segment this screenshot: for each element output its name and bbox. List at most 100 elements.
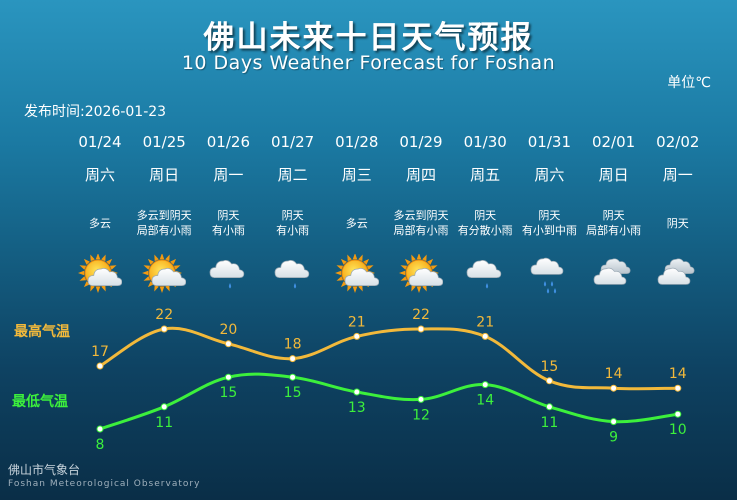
day-description: 多云 <box>64 206 136 240</box>
low-temp-point <box>674 410 682 418</box>
description-line: 局部有小雨 <box>393 224 449 237</box>
low-temp-value: 11 <box>155 415 173 431</box>
low-temp-value: 11 <box>540 415 558 431</box>
high-temp-point <box>96 362 104 370</box>
day-weekday: 周五 <box>470 166 501 184</box>
low-temp-value: 13 <box>348 400 366 416</box>
low-temp-value: 8 <box>96 437 105 453</box>
low-temp-value: 12 <box>412 407 430 423</box>
day-date: 01/31 <box>527 133 571 151</box>
description-line: 多云 <box>345 216 368 230</box>
release-time: 发布时间:2026-01-23 <box>24 101 166 121</box>
description-line: 阴天 <box>602 209 625 222</box>
day-weekday: 周六 <box>534 166 565 184</box>
high-temp-value: 20 <box>219 322 237 338</box>
description-line: 多云到阴天 <box>393 209 449 222</box>
low-temp-point <box>289 373 297 381</box>
day-weekday: 周日 <box>598 166 629 184</box>
day-weekday: 周四 <box>405 166 436 184</box>
low-temp-point <box>353 388 361 396</box>
day-date: 01/29 <box>399 133 443 151</box>
high-temp-point <box>610 384 618 392</box>
low-temp-value: 14 <box>476 393 494 409</box>
description-line: 多云 <box>89 216 111 230</box>
low-temp-point <box>417 395 425 403</box>
day-weekday: 周一 <box>213 166 244 184</box>
high-temp-point <box>674 384 682 392</box>
day-description: 阴天 有小到中雨 <box>513 206 585 240</box>
light-rain-icon <box>192 254 264 298</box>
page-title: 佛山未来十日天气预报 <box>203 20 534 56</box>
high-temp-value: 22 <box>412 307 430 323</box>
high-temp-value: 21 <box>348 314 366 330</box>
low-temp-point <box>224 373 232 381</box>
low-temp-line <box>99 372 678 431</box>
low-temp-point <box>160 403 168 411</box>
partly-cloudy-sun-icon <box>385 254 457 298</box>
description-line: 阴天 <box>281 209 304 222</box>
release-date: 2026-01-23 <box>84 104 167 120</box>
day-weekday: 周三 <box>341 166 372 184</box>
partly-cloudy-sun-icon <box>321 254 393 298</box>
organization-name-en: Foshan Meteorological Observatory <box>8 479 201 489</box>
day-date: 01/26 <box>206 133 250 151</box>
day-weekday: 周日 <box>149 166 180 184</box>
high-temp-point <box>289 355 297 363</box>
description-line: 多云到阴天 <box>136 209 192 222</box>
moderate-rain-icon <box>513 254 585 298</box>
high-temp-value: 15 <box>540 359 558 375</box>
low-temp-point <box>545 403 553 411</box>
high-temp-line <box>99 326 678 391</box>
light-rain-icon <box>257 254 329 298</box>
day-description: 阴天 有小雨 <box>192 206 264 240</box>
low-temp-point <box>481 381 489 389</box>
legend-high: 最高气温 <box>14 324 70 340</box>
overcast-icon <box>642 254 714 298</box>
description-line: 有小到中雨 <box>521 224 577 237</box>
low-temp-value: 15 <box>219 385 237 401</box>
day-description: 阴天 <box>642 206 714 240</box>
day-date: 01/25 <box>142 133 186 151</box>
high-temp-value: 18 <box>284 337 302 353</box>
description-line: 阴天 <box>217 209 240 222</box>
day-date: 01/28 <box>335 133 379 151</box>
high-temp-value: 17 <box>91 344 109 360</box>
high-temp-value: 22 <box>155 307 173 323</box>
organization-name: 佛山市气象台 <box>8 463 81 477</box>
day-weekday: 周六 <box>84 166 115 184</box>
high-temp-value: 21 <box>476 314 494 330</box>
light-rain-icon <box>449 254 521 298</box>
description-line: 局部有小雨 <box>586 224 642 237</box>
partly-cloudy-sun-icon <box>64 254 136 298</box>
description-line: 阴天 <box>474 209 497 222</box>
high-temp-point <box>481 332 489 340</box>
day-date: 02/02 <box>656 133 700 151</box>
day-description: 多云到阴天局部有小雨 <box>128 206 200 240</box>
day-date: 02/01 <box>591 133 636 151</box>
high-temp-point <box>160 325 168 333</box>
page-subtitle: 10 Days Weather Forecast for Foshan <box>181 52 556 74</box>
low-temp-value: 10 <box>669 422 687 438</box>
day-description: 多云到阴天局部有小雨 <box>385 206 457 240</box>
description-line: 有小雨 <box>211 224 245 237</box>
description-line: 局部有小雨 <box>136 224 192 237</box>
day-description: 多云 <box>321 206 393 240</box>
day-description: 阴天 有分散小雨 <box>449 206 521 240</box>
day-weekday: 周一 <box>662 166 693 184</box>
day-date: 01/30 <box>463 133 507 151</box>
high-temp-value: 14 <box>605 366 623 382</box>
description-line: 阴天 <box>666 216 689 230</box>
low-temp-point <box>96 425 104 433</box>
high-temp-point <box>417 325 425 333</box>
day-description: 阴天 有小雨 <box>257 206 329 240</box>
high-temp-point <box>353 332 361 340</box>
release-label: 发布时间: <box>24 104 85 120</box>
partly-cloudy-sun-icon <box>128 254 200 298</box>
description-line: 有分散小雨 <box>457 224 513 237</box>
high-temp-point <box>224 340 232 348</box>
description-line: 有小雨 <box>276 224 310 237</box>
low-temp-value: 9 <box>609 430 618 446</box>
low-temp-point <box>610 418 618 426</box>
